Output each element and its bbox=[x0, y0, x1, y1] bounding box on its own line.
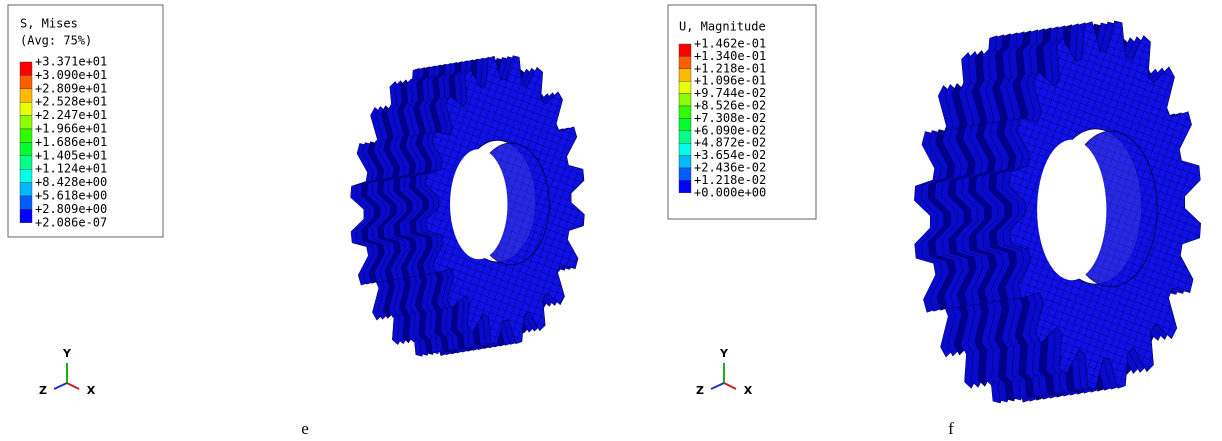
legend-title: S, Mises bbox=[20, 17, 78, 31]
legend-swatch bbox=[20, 183, 32, 196]
legend-swatch bbox=[20, 129, 32, 142]
legend-label: +3.371e+01 bbox=[35, 55, 107, 69]
gear-bore-hole bbox=[1037, 140, 1106, 281]
legend-label: +3.090e+01 bbox=[35, 68, 107, 82]
legend-label: +8.428e+00 bbox=[35, 175, 107, 189]
legend-label: +1.686e+01 bbox=[35, 135, 107, 149]
caption: f bbox=[948, 419, 954, 438]
legend-swatch bbox=[679, 94, 691, 106]
legend-swatch bbox=[679, 118, 691, 130]
legend-swatch bbox=[20, 89, 32, 102]
axis-label-x: X bbox=[744, 384, 753, 397]
axis-x bbox=[67, 383, 79, 389]
axis-z bbox=[711, 383, 724, 389]
axis-x bbox=[724, 383, 736, 389]
legend-swatch bbox=[679, 143, 691, 155]
legend-swatch bbox=[679, 69, 691, 81]
legend-label: +0.000e+00 bbox=[694, 185, 766, 199]
legend-label: +2.086e-07 bbox=[35, 215, 107, 229]
axis-label-z: Z bbox=[696, 384, 704, 397]
legend-swatch bbox=[20, 156, 32, 169]
legend-swatch bbox=[20, 62, 32, 75]
legend-label: +2.247e+01 bbox=[35, 108, 107, 122]
legend-swatch bbox=[679, 44, 691, 56]
legend-swatch bbox=[679, 81, 691, 93]
axis-label-y: Y bbox=[62, 347, 72, 360]
legend-swatch bbox=[679, 56, 691, 68]
legend-label: +1.966e+01 bbox=[35, 122, 107, 136]
legend-label: +1.405e+01 bbox=[35, 148, 107, 162]
gear-bore-hole bbox=[450, 149, 507, 259]
legend-swatch bbox=[20, 142, 32, 155]
legend-label: +1.124e+01 bbox=[35, 162, 107, 176]
axis-z bbox=[54, 383, 67, 389]
figure: S, Mises (Avg: 75%) e +3.371e+01+3.090e+… bbox=[0, 0, 1222, 441]
legend-title: U, Magnitude bbox=[679, 20, 766, 34]
legend-swatch bbox=[679, 131, 691, 143]
legend-swatch bbox=[679, 180, 691, 192]
axis-label-z: Z bbox=[39, 384, 47, 397]
legend-label: +2.528e+01 bbox=[35, 95, 107, 109]
panel-e: S, Mises (Avg: 75%) e +3.371e+01+3.090e+… bbox=[8, 5, 584, 438]
legend-label: +2.809e+01 bbox=[35, 81, 107, 95]
caption: e bbox=[301, 419, 309, 438]
legend-swatch bbox=[20, 116, 32, 129]
legend-swatch bbox=[20, 196, 32, 209]
axis-label-y: Y bbox=[719, 347, 729, 360]
axis-label-x: X bbox=[87, 384, 96, 397]
legend-subtitle: (Avg: 75%) bbox=[20, 34, 92, 48]
legend-swatch bbox=[20, 169, 32, 182]
panel-f: U, Magnitude f +1.462e-01+1.340e-01+1.21… bbox=[668, 5, 1201, 438]
legend-swatch bbox=[679, 168, 691, 180]
legend-label: +5.618e+00 bbox=[35, 189, 107, 203]
legend-swatch bbox=[20, 75, 32, 88]
legend-swatch bbox=[20, 209, 32, 222]
legend-swatch bbox=[679, 156, 691, 168]
legend-swatch bbox=[679, 106, 691, 118]
legend-swatch bbox=[20, 102, 32, 115]
legend-label: +2.809e+00 bbox=[35, 202, 107, 216]
